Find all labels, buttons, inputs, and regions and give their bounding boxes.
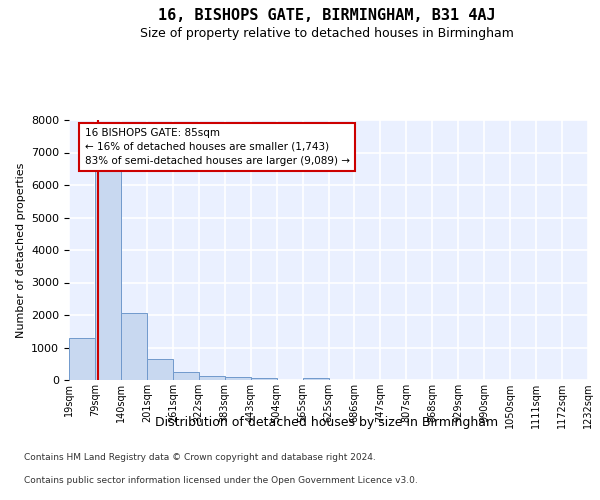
Bar bbox=[199, 376, 224, 380]
Y-axis label: Number of detached properties: Number of detached properties bbox=[16, 162, 26, 338]
Text: 16 BISHOPS GATE: 85sqm
← 16% of detached houses are smaller (1,743)
83% of semi-: 16 BISHOPS GATE: 85sqm ← 16% of detached… bbox=[85, 128, 350, 166]
Bar bbox=[121, 312, 147, 380]
Bar bbox=[147, 359, 173, 380]
Bar bbox=[69, 338, 95, 380]
Text: Distribution of detached houses by size in Birmingham: Distribution of detached houses by size … bbox=[155, 416, 499, 429]
Text: Contains HM Land Registry data © Crown copyright and database right 2024.: Contains HM Land Registry data © Crown c… bbox=[24, 454, 376, 462]
Text: Size of property relative to detached houses in Birmingham: Size of property relative to detached ho… bbox=[140, 28, 514, 40]
Text: 16, BISHOPS GATE, BIRMINGHAM, B31 4AJ: 16, BISHOPS GATE, BIRMINGHAM, B31 4AJ bbox=[158, 8, 496, 22]
Text: Contains public sector information licensed under the Open Government Licence v3: Contains public sector information licen… bbox=[24, 476, 418, 485]
Bar bbox=[95, 168, 121, 380]
Bar bbox=[302, 378, 329, 380]
Bar bbox=[173, 372, 199, 380]
Bar bbox=[251, 378, 277, 380]
Bar bbox=[225, 377, 251, 380]
